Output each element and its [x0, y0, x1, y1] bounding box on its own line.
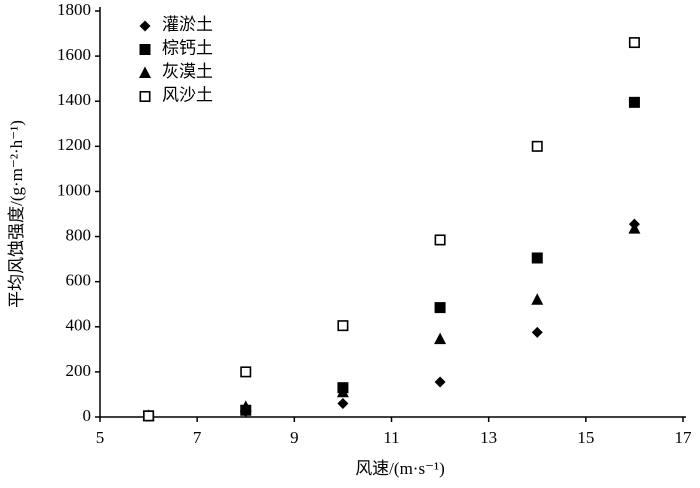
- y-tick-label: 1200: [57, 135, 91, 154]
- point: [628, 37, 640, 49]
- x-tick-label: 9: [290, 428, 299, 447]
- point: [139, 20, 151, 32]
- y-axis-label: 平均风蚀强度/(g·m⁻²·h⁻¹): [7, 120, 26, 308]
- y-tick-label: 600: [66, 271, 92, 290]
- point: [240, 366, 252, 378]
- y-tick-label: 1600: [57, 45, 91, 64]
- point: [531, 326, 543, 338]
- x-tick-label: 17: [675, 428, 693, 447]
- point: [139, 91, 151, 103]
- point: [336, 385, 349, 398]
- x-tick-label: 5: [96, 428, 105, 447]
- y-tick-label: 0: [83, 406, 92, 425]
- legend-label: 灌淤土: [162, 15, 213, 34]
- point: [337, 397, 349, 409]
- y-tick-label: 200: [66, 361, 92, 380]
- y-tick-label: 1800: [57, 0, 91, 19]
- y-tick-label: 400: [66, 316, 92, 335]
- y-tick-label: 1400: [57, 90, 91, 109]
- x-axis-label: 风速/(m·s⁻¹): [355, 459, 445, 478]
- x-tick-label: 11: [383, 428, 399, 447]
- x-tick-label: 15: [577, 428, 594, 447]
- point: [337, 320, 349, 332]
- point: [434, 302, 446, 314]
- point: [239, 400, 252, 412]
- x-tick-label: 13: [480, 428, 497, 447]
- point: [628, 96, 640, 108]
- point: [531, 140, 543, 152]
- point: [531, 252, 543, 264]
- y-tick-label: 1000: [57, 180, 91, 199]
- legend-label: 棕钙土: [162, 38, 213, 57]
- point: [434, 376, 446, 388]
- y-tick-label: 800: [66, 225, 92, 244]
- point: [628, 222, 641, 234]
- point: [143, 410, 155, 422]
- legend-label: 灰漠土: [162, 62, 213, 81]
- point: [434, 332, 447, 345]
- point: [139, 44, 151, 55]
- point: [531, 293, 544, 305]
- legend-label: 风沙土: [162, 85, 213, 104]
- point: [434, 234, 446, 246]
- x-tick-label: 7: [193, 428, 202, 447]
- point: [139, 66, 151, 78]
